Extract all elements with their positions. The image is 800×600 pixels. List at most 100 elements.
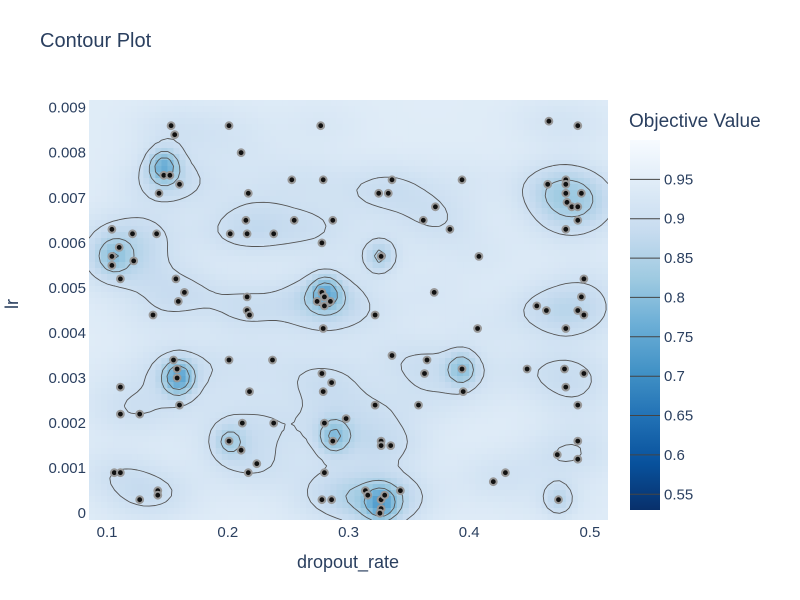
- heatmap-cell: [517, 376, 525, 383]
- heatmap-cell: [463, 244, 470, 251]
- heatmap-cell: [149, 268, 156, 275]
- heatmap-cell: [324, 334, 331, 341]
- heatmap-cell: [553, 130, 561, 137]
- heatmap-cell: [432, 388, 440, 395]
- heatmap-cell: [535, 370, 543, 377]
- heatmap-cell: [197, 436, 205, 443]
- heatmap-cell: [493, 310, 500, 317]
- heatmap-cell: [215, 136, 223, 143]
- heatmap-cell: [354, 232, 362, 239]
- heatmap-cell: [589, 262, 597, 269]
- heatmap-cell: [439, 442, 446, 449]
- heatmap-cell: [457, 280, 464, 287]
- heatmap-cell: [306, 238, 313, 245]
- heatmap-cell: [589, 388, 597, 395]
- heatmap-cell: [426, 202, 434, 209]
- heatmap-cell: [119, 154, 126, 161]
- heatmap-cell: [511, 154, 519, 161]
- heatmap-cell: [282, 364, 289, 371]
- heatmap-cell: [396, 130, 404, 137]
- heatmap-cell: [426, 112, 434, 119]
- heatmap-cell: [487, 412, 494, 419]
- heatmap-cell: [318, 364, 325, 371]
- heatmap-cell: [420, 304, 428, 311]
- heatmap-cell: [113, 358, 120, 365]
- heatmap-cell: [517, 244, 525, 251]
- heatmap-cell: [493, 352, 500, 359]
- heatmap-cell: [209, 412, 217, 419]
- heatmap-cell: [517, 322, 525, 329]
- heatmap-cell: [547, 352, 555, 359]
- heatmap-cell: [432, 382, 440, 389]
- heatmap-cell: [125, 268, 132, 275]
- heatmap-cell: [251, 154, 259, 161]
- heatmap-cell: [487, 340, 494, 347]
- heatmap-cell: [475, 334, 482, 341]
- heatmap-cell: [113, 160, 120, 167]
- heatmap-cell: [276, 142, 283, 149]
- heatmap-cell: [457, 226, 464, 233]
- heatmap-cell: [125, 400, 132, 407]
- heatmap-cell: [95, 310, 102, 317]
- heatmap-cell: [191, 292, 199, 299]
- heatmap-cell: [366, 202, 374, 209]
- heatmap-cell: [475, 364, 482, 371]
- heatmap-cell: [137, 244, 144, 251]
- heatmap-cell: [402, 424, 410, 431]
- heatmap-cell: [257, 196, 265, 203]
- heatmap-cell: [505, 358, 513, 365]
- heatmap-cell: [125, 226, 132, 233]
- heatmap-cell: [408, 376, 416, 383]
- heatmap-cell: [475, 340, 482, 347]
- heatmap-cell: [565, 376, 573, 383]
- heatmap-cell: [481, 388, 488, 395]
- heatmap-cell: [221, 442, 229, 449]
- heatmap-cell: [227, 364, 235, 371]
- heatmap-cell: [318, 184, 325, 191]
- heatmap-cell: [149, 124, 156, 131]
- heatmap-cell: [221, 268, 229, 275]
- heatmap-cell: [113, 280, 120, 287]
- heatmap-cell: [149, 178, 156, 185]
- heatmap-cell: [372, 214, 380, 221]
- heatmap-cell: [312, 304, 319, 311]
- heatmap-cell: [553, 190, 561, 197]
- heatmap-cell: [179, 118, 187, 125]
- heatmap-cell: [306, 304, 313, 311]
- heatmap-cell: [294, 280, 301, 287]
- heatmap-cell: [330, 208, 338, 215]
- heatmap-cell: [239, 226, 247, 233]
- heatmap-cell: [239, 370, 247, 377]
- heatmap-cell: [137, 406, 144, 413]
- heatmap-cell: [451, 280, 458, 287]
- heatmap-cell: [408, 136, 416, 143]
- heatmap-cell: [239, 178, 247, 185]
- heatmap-cell: [366, 424, 374, 431]
- heatmap-cell: [499, 190, 506, 197]
- heatmap-cell: [107, 196, 114, 203]
- heatmap-cell: [601, 232, 608, 239]
- heatmap-cell: [475, 394, 482, 401]
- heatmap-cell: [577, 412, 585, 419]
- heatmap-cell: [505, 130, 513, 137]
- heatmap-cell: [499, 394, 506, 401]
- heatmap-cell: [264, 352, 271, 359]
- heatmap-cell: [469, 292, 476, 299]
- heatmap-cell: [565, 184, 573, 191]
- heatmap-cell: [565, 364, 573, 371]
- heatmap-cell: [251, 118, 259, 125]
- heatmap-cell: [245, 364, 253, 371]
- heatmap-cell: [264, 250, 271, 257]
- heatmap-cell: [312, 112, 319, 119]
- heatmap-cell: [372, 322, 380, 329]
- heatmap-cell: [161, 250, 169, 257]
- heatmap-cell: [384, 400, 392, 407]
- heatmap-cell: [408, 304, 416, 311]
- heatmap-cell: [583, 214, 591, 221]
- heatmap-cell: [264, 310, 271, 317]
- heatmap-cell: [324, 370, 331, 377]
- heatmap-cell: [119, 118, 126, 125]
- heatmap-cell: [276, 160, 283, 167]
- heatmap-cell: [131, 118, 138, 125]
- heatmap-cell: [233, 244, 241, 251]
